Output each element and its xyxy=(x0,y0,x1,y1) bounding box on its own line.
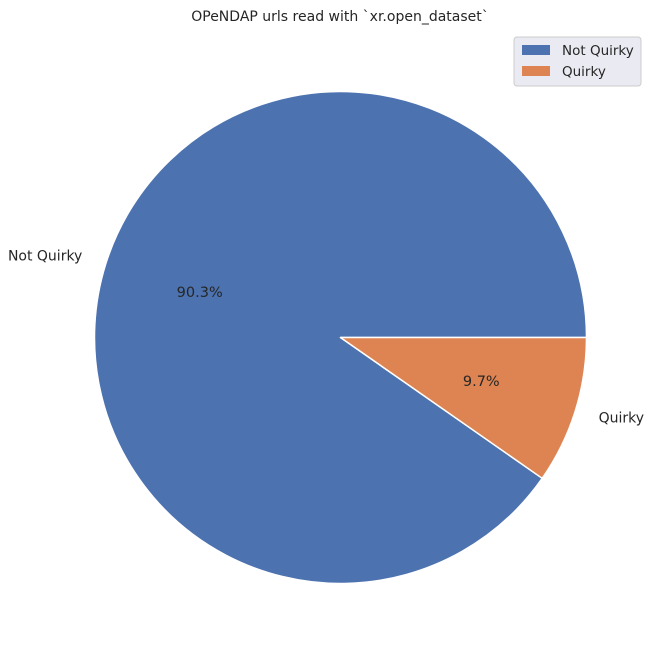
legend: Not Quirky Quirky xyxy=(513,36,642,87)
legend-swatch-quirky xyxy=(522,66,550,76)
percent-labels: 90.3% 9.7% xyxy=(177,285,500,390)
pie-slice-quirky xyxy=(339,336,588,480)
slice-label-quirky: Quirky xyxy=(599,411,644,427)
chart-title: OPeNDAP urls read with `xr.open_dataset` xyxy=(191,9,489,25)
pie-slices xyxy=(93,90,588,585)
percent-label-quirky: 9.7% xyxy=(463,374,500,390)
legend-label-not-quirky: Not Quirky xyxy=(562,43,634,59)
slice-label-not-quirky: Not Quirky xyxy=(8,248,82,264)
legend-swatch-not-quirky xyxy=(522,45,550,55)
slice-labels: Not Quirky Quirky xyxy=(8,248,644,426)
legend-label-quirky: Quirky xyxy=(562,64,606,80)
percent-label-not-quirky: 90.3% xyxy=(177,285,223,301)
